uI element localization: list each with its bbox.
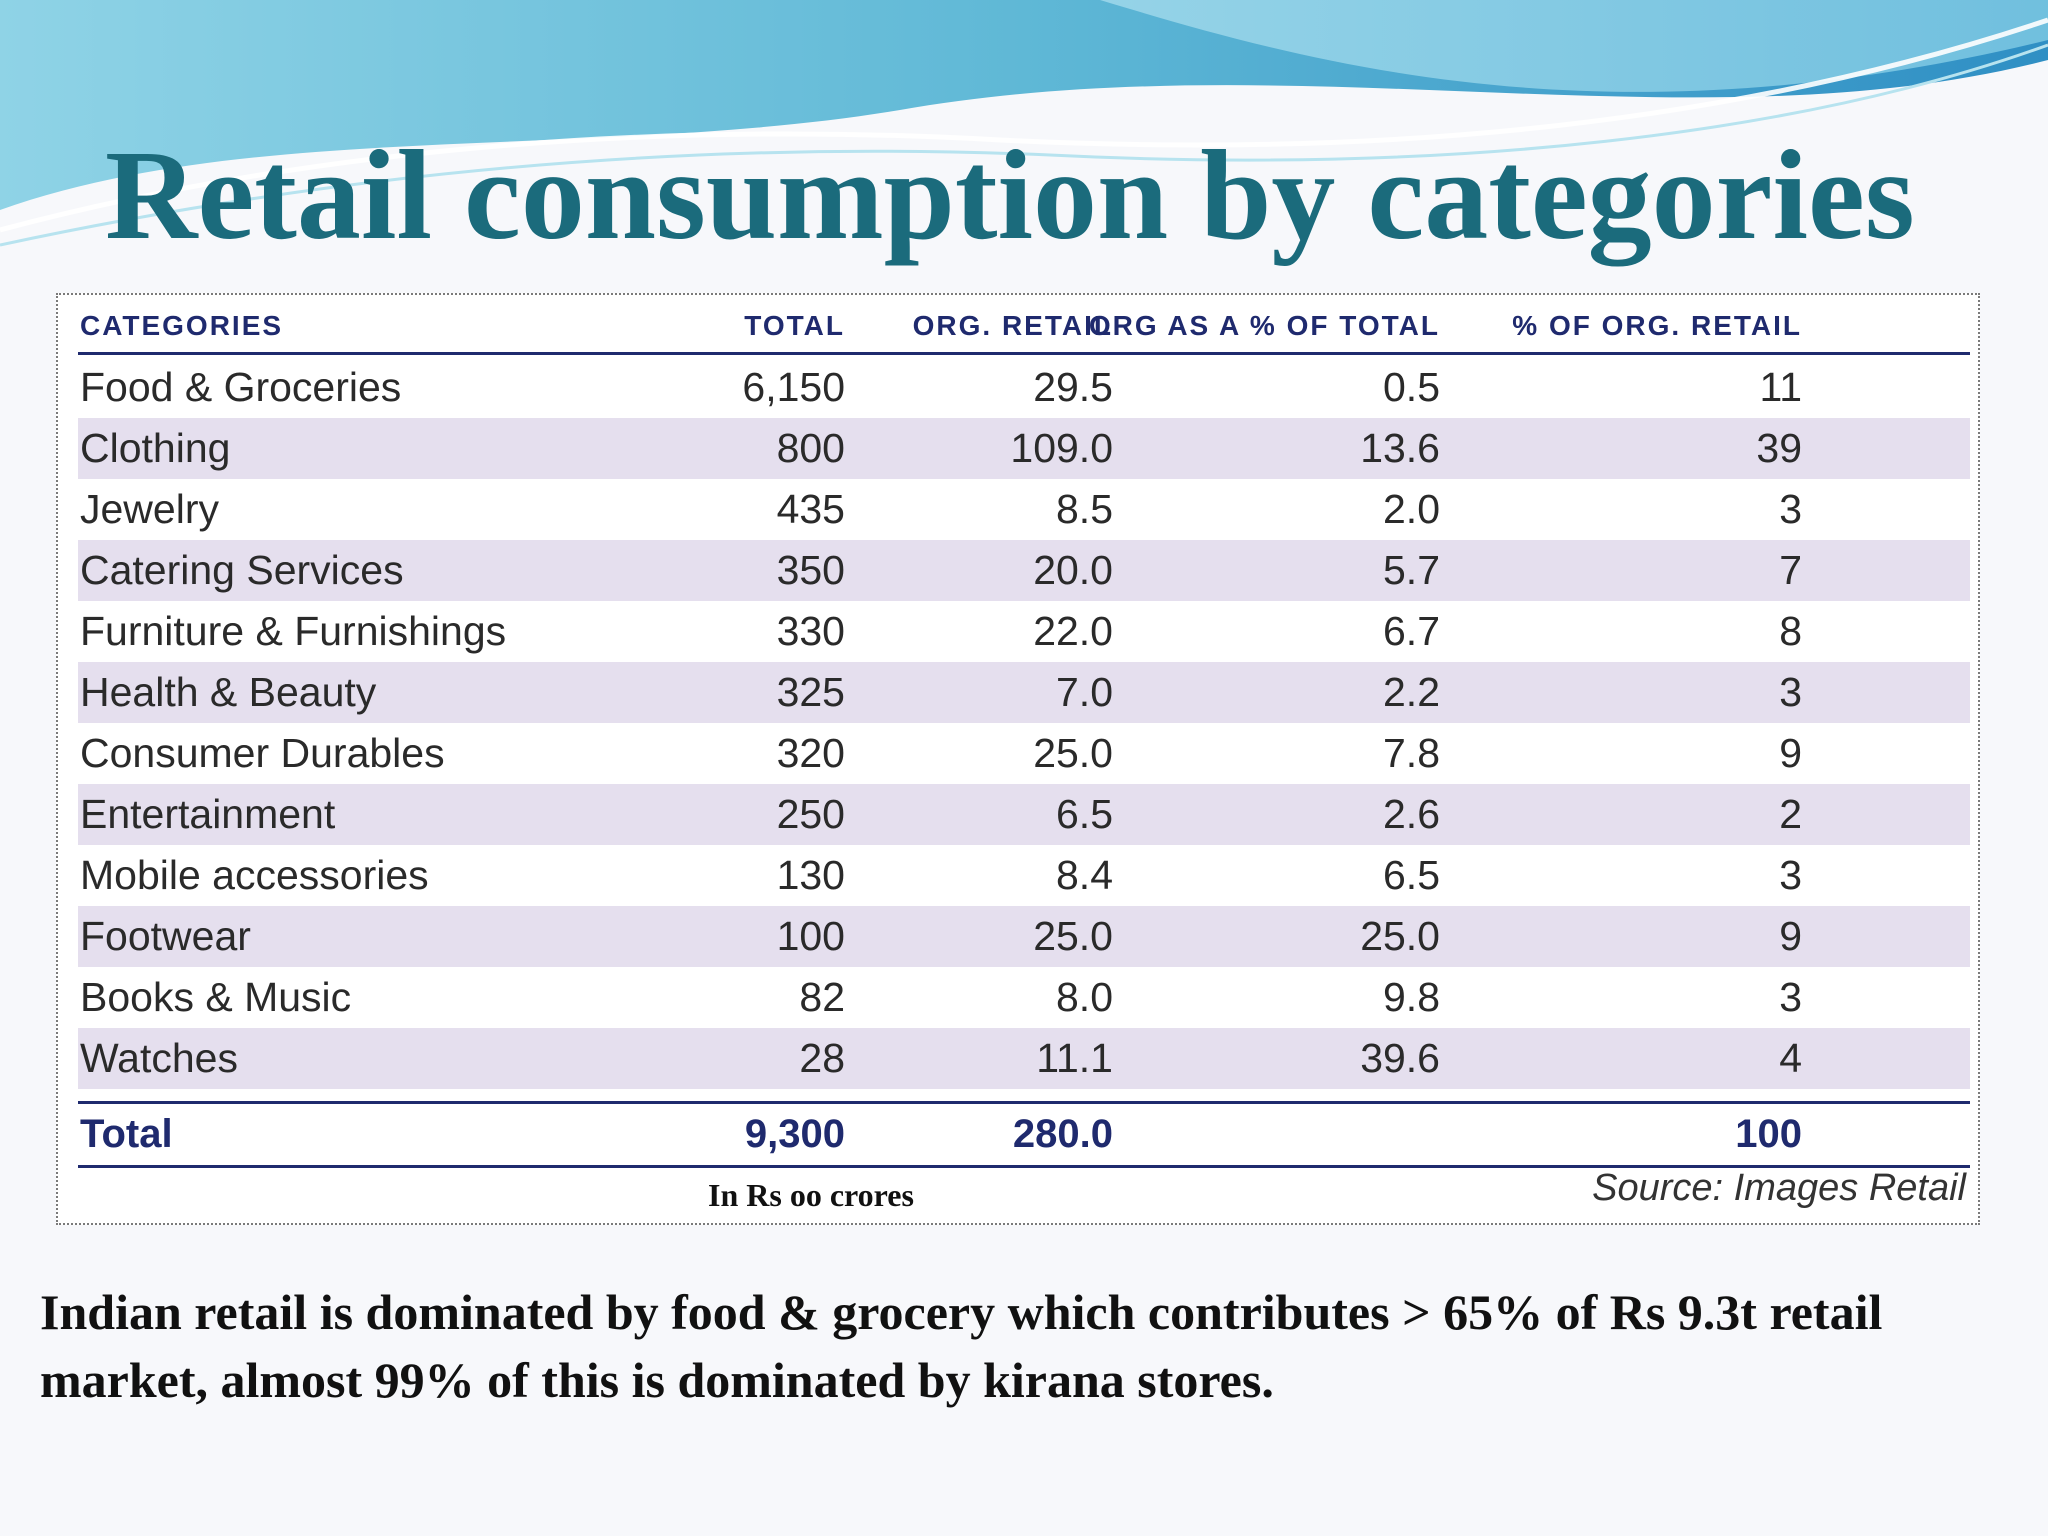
- table-row: Furniture & Furnishings 330 22.0 6.7 8: [78, 601, 1970, 662]
- total-value: 9,300: [744, 1112, 845, 1156]
- header-wave-decoration: [0, 0, 2048, 247]
- cell-share: 3: [1779, 974, 1802, 1020]
- cell-total: 320: [776, 730, 845, 776]
- cell-org-percent: 13.6: [1360, 425, 1440, 471]
- table-row: Entertainment 250 6.5 2.6 2: [78, 784, 1970, 845]
- cell-category: Watches: [80, 1035, 238, 1081]
- cell-share: 8: [1779, 608, 1802, 654]
- cell-org-retail: 8.4: [1056, 852, 1113, 898]
- cell-org-percent: 5.7: [1383, 547, 1440, 593]
- cell-category: Food & Groceries: [80, 364, 402, 410]
- cell-org-percent: 6.5: [1383, 852, 1440, 898]
- cell-share: 9: [1779, 913, 1802, 959]
- table-row: Consumer Durables 320 25.0 7.8 9: [78, 723, 1970, 784]
- cell-org-retail: 8.5: [1056, 486, 1113, 532]
- cell-category: Footwear: [80, 913, 251, 959]
- cell-category: Consumer Durables: [80, 730, 445, 776]
- cell-category: Mobile accessories: [80, 852, 429, 898]
- table-row: Food & Groceries 6,150 29.5 0.5 11: [78, 357, 1970, 418]
- cell-total: 350: [776, 547, 845, 593]
- cell-org-retail: 11.1: [1036, 1035, 1113, 1081]
- cell-share: 11: [1759, 364, 1802, 410]
- table-row: Books & Music 82 8.0 9.8 3: [78, 967, 1970, 1028]
- total-org-retail: 280.0: [1012, 1112, 1113, 1156]
- table-row: Health & Beauty 325 7.0 2.2 3: [78, 662, 1970, 723]
- cell-total: 130: [776, 852, 845, 898]
- cell-org-percent: 2.0: [1383, 486, 1440, 532]
- cell-org-retail: 25.0: [1033, 730, 1113, 776]
- cell-share: 39: [1756, 425, 1802, 471]
- cell-org-retail: 7.0: [1056, 669, 1113, 715]
- cell-org-percent: 2.2: [1383, 669, 1440, 715]
- cell-share: 9: [1779, 730, 1802, 776]
- cell-org-retail: 109.0: [1010, 425, 1113, 471]
- cell-total: 435: [776, 486, 845, 532]
- table-row: Footwear 100 25.0 25.0 9: [78, 906, 1970, 967]
- cell-share: 2: [1779, 791, 1802, 837]
- cell-category: Books & Music: [80, 974, 352, 1020]
- table-row: Jewelry 435 8.5 2.0 3: [78, 479, 1970, 540]
- cell-org-retail: 22.0: [1033, 608, 1113, 654]
- total-row: Total 9,300 280.0 100: [78, 1104, 1970, 1165]
- cell-total: 6,150: [742, 364, 845, 410]
- cell-share: 3: [1779, 669, 1802, 715]
- cell-share: 3: [1779, 852, 1802, 898]
- table-row: Watches 28 11.1 39.6 4: [78, 1028, 1970, 1089]
- cell-org-percent: 6.7: [1383, 608, 1440, 654]
- cell-category: Jewelry: [80, 486, 219, 532]
- cell-org-retail: 20.0: [1033, 547, 1113, 593]
- cell-share: 7: [1779, 547, 1802, 593]
- cell-total: 28: [799, 1035, 845, 1081]
- cell-share: 4: [1779, 1035, 1802, 1081]
- cell-total: 250: [776, 791, 845, 837]
- cell-org-retail: 8.0: [1056, 974, 1113, 1020]
- units-note: In Rs oo crores: [708, 1177, 914, 1213]
- table-header-row: CATEGORIES TOTAL ORG. RETAIL ORG AS A % …: [78, 295, 1970, 356]
- table-row: Clothing 800 109.0 13.6 39: [78, 418, 1970, 479]
- header-categories: CATEGORIES: [80, 309, 284, 341]
- cell-total: 800: [776, 425, 845, 471]
- cell-org-percent: 7.8: [1383, 730, 1440, 776]
- cell-org-percent: 2.6: [1383, 791, 1440, 837]
- header-org-retail: ORG. RETAIL: [912, 309, 1113, 341]
- summary-text: Indian retail is dominated by food & gro…: [40, 1284, 1883, 1408]
- cell-category: Catering Services: [80, 547, 404, 593]
- table-row: Catering Services 350 20.0 5.7 7: [78, 540, 1970, 601]
- cell-category: Furniture & Furnishings: [80, 608, 507, 654]
- header-total: TOTAL: [744, 309, 845, 341]
- slide-title: Retail consumption by categories: [105, 124, 1915, 266]
- total-share: 100: [1735, 1112, 1802, 1156]
- cell-category: Clothing: [80, 425, 231, 471]
- cell-category: Health & Beauty: [80, 669, 377, 715]
- cell-org-percent: 9.8: [1383, 974, 1440, 1020]
- cell-total: 100: [776, 913, 845, 959]
- cell-org-percent: 25.0: [1360, 913, 1440, 959]
- cell-org-percent: 0.5: [1383, 364, 1440, 410]
- header-divider: [78, 352, 1970, 355]
- header-percent-of-org-retail: % OF ORG. RETAIL: [1512, 309, 1802, 341]
- cell-total: 82: [799, 974, 845, 1020]
- source-note: Source: Images Retail: [1592, 1167, 1966, 1209]
- total-label: Total: [80, 1112, 173, 1156]
- cell-org-retail: 25.0: [1033, 913, 1113, 959]
- cell-category: Entertainment: [80, 791, 336, 837]
- header-org-percent-of-total: ORG AS A % OF TOTAL: [1088, 309, 1440, 341]
- cell-share: 3: [1779, 486, 1802, 532]
- total-bottom-divider: [78, 1165, 1970, 1168]
- cell-total: 325: [776, 669, 845, 715]
- cell-org-percent: 39.6: [1360, 1035, 1440, 1081]
- cell-org-retail: 6.5: [1056, 791, 1113, 837]
- table-row: Mobile accessories 130 8.4 6.5 3: [78, 845, 1970, 906]
- cell-org-retail: 29.5: [1033, 364, 1113, 410]
- retail-table: CATEGORIES TOTAL ORG. RETAIL ORG AS A % …: [56, 293, 1980, 1225]
- cell-total: 330: [776, 608, 845, 654]
- total-top-divider: [78, 1101, 1970, 1104]
